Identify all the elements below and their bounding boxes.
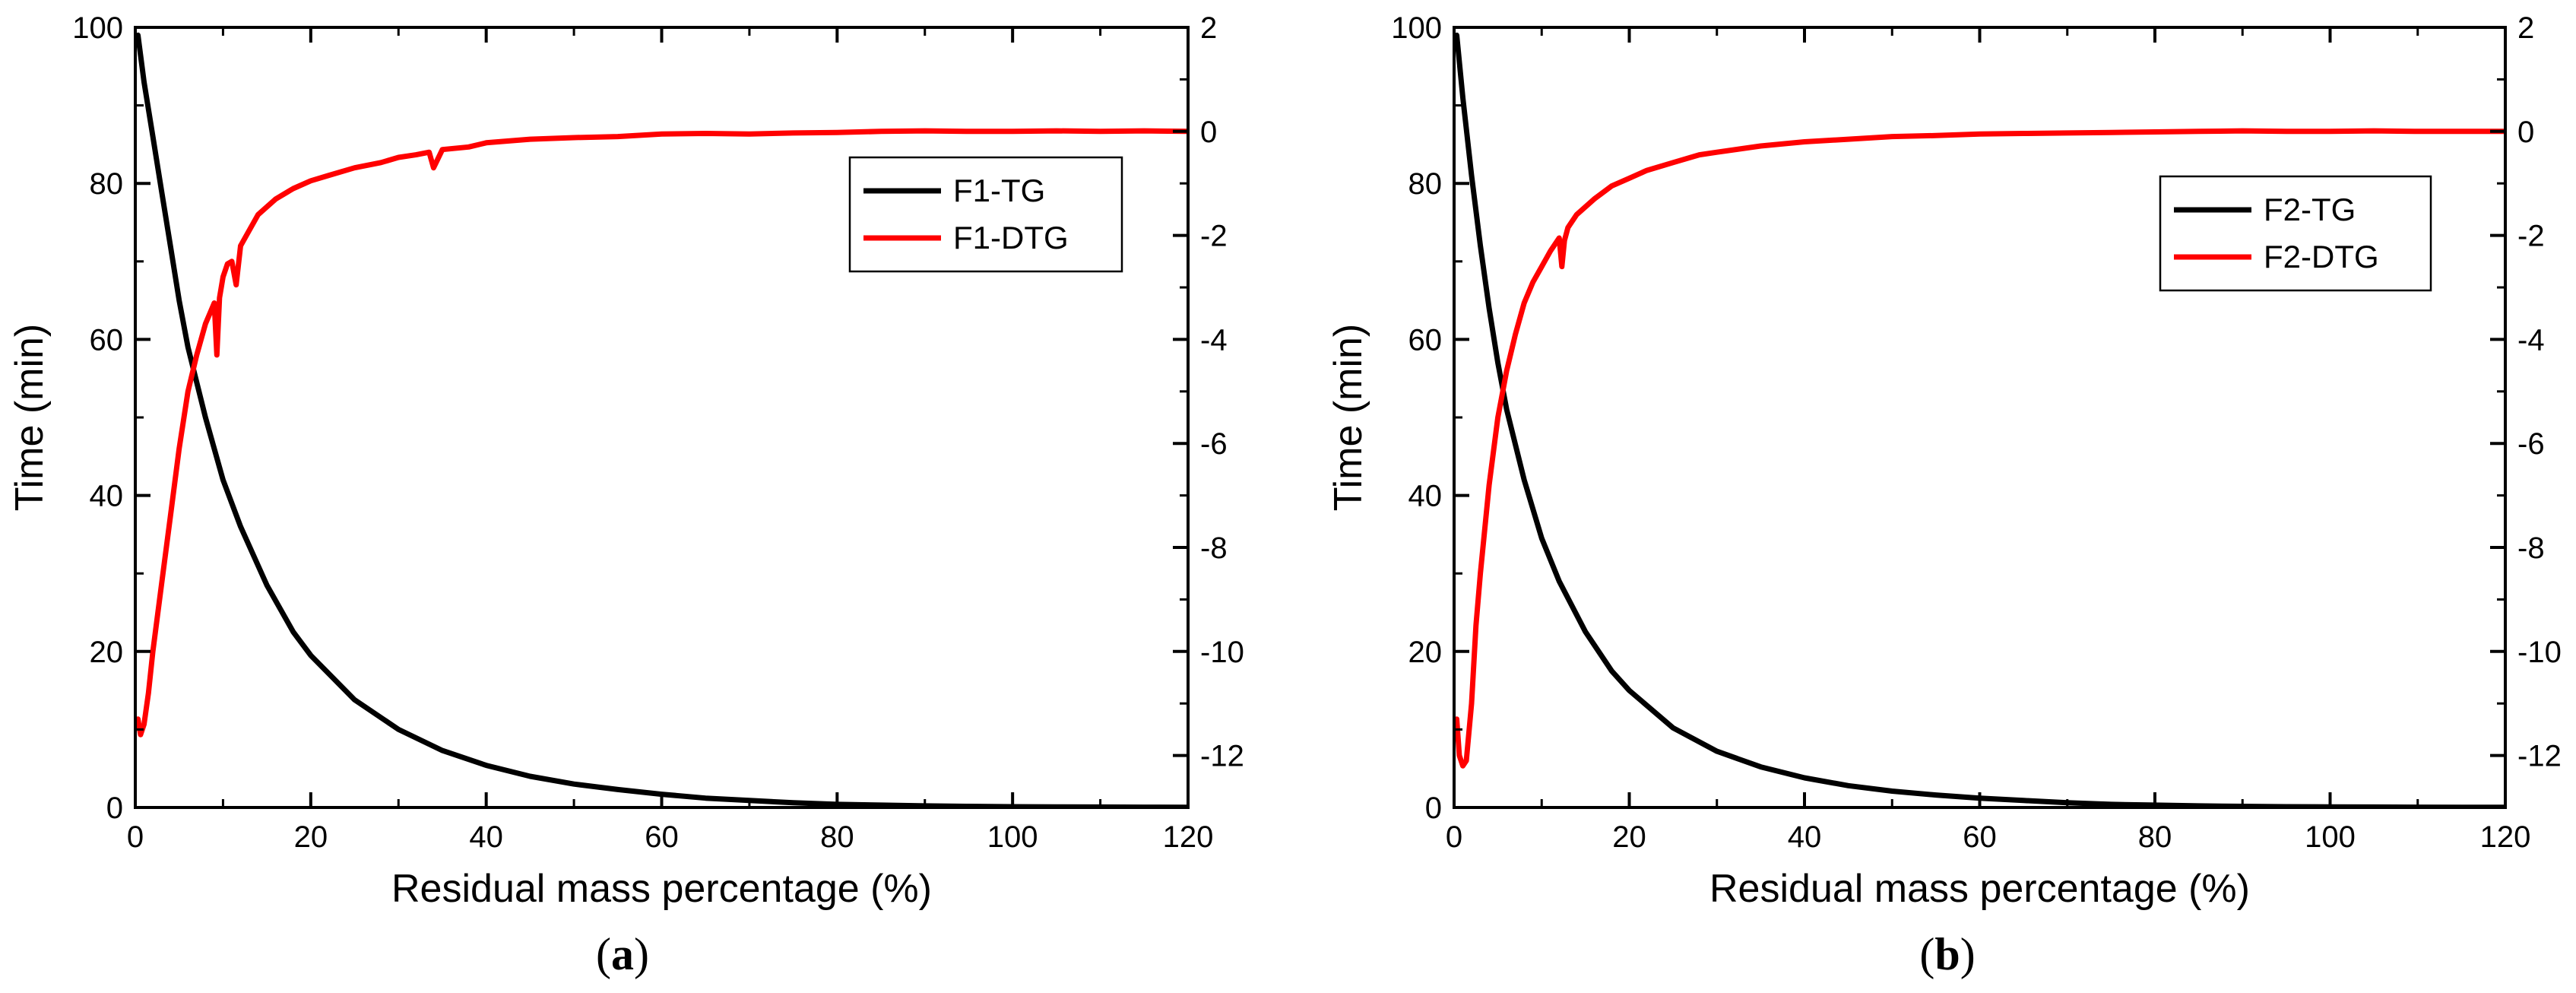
x-tick-label: 40 xyxy=(469,820,503,854)
x-tick-label: 60 xyxy=(645,820,679,854)
panel-b: 0 20 40 60 80 100 120020406080100-12-10-8-6-4-… xyxy=(1326,11,2562,979)
legend: F2-TG F2-DTG xyxy=(2159,175,2432,292)
y-tick-label: 40 xyxy=(90,480,124,513)
series-line-f2-dtg xyxy=(1454,128,2505,769)
x-axis-title: Residual mass percentage (%) xyxy=(1709,867,2250,911)
y2-tick-label: -4 xyxy=(2517,323,2545,357)
y2-tick-label: -2 xyxy=(1200,220,1228,253)
x-tick-label: 20 xyxy=(294,820,328,854)
y-tick-label: 20 xyxy=(90,636,124,669)
series-line-f1-dtg xyxy=(135,128,1188,738)
y-axis-title: Time (min) xyxy=(8,324,52,512)
x-tick-label: 60 xyxy=(1963,820,1997,854)
x-tick-label: 100 xyxy=(987,820,1038,854)
y2-tick-label: -6 xyxy=(2517,427,2545,461)
y2-tick-label: -12 xyxy=(1200,740,1244,773)
y2-tick-label: -10 xyxy=(2517,636,2562,669)
panel-label-close: ) xyxy=(1960,929,1976,979)
x-tick-label: 100 xyxy=(2305,820,2356,854)
panel-label: (b) xyxy=(1919,929,1975,979)
y-tick-label: 0 xyxy=(1425,792,1442,825)
x-tick-label: 40 xyxy=(1788,820,1822,854)
y2-tick-label: -8 xyxy=(2517,531,2545,565)
y2-tick-label: 0 xyxy=(1200,116,1217,149)
x-tick-label: 0 xyxy=(1446,820,1462,854)
y2-tick-label: 2 xyxy=(1200,11,1217,45)
legend: F1-TG F1-DTG xyxy=(848,156,1123,273)
legend-box xyxy=(2159,175,2432,292)
x-axis-title: Residual mass percentage (%) xyxy=(391,867,932,911)
y2-tick-label: -8 xyxy=(1200,531,1228,565)
y2-tick-label: -2 xyxy=(2517,220,2545,253)
legend-label: F2-DTG xyxy=(2264,239,2379,274)
y-tick-label: 0 xyxy=(106,792,123,825)
y-tick-label: 80 xyxy=(90,167,124,201)
panel-a: 0 20 40 60 80 100 120020406080100-12-10-8-6-4-… xyxy=(8,11,1244,979)
y-tick-label: 40 xyxy=(1408,480,1443,513)
x-tick-label: 80 xyxy=(2138,820,2172,854)
panel-label-letter: b xyxy=(1934,929,1960,979)
legend-label: F1-DTG xyxy=(953,220,1069,255)
legend-label: F2-TG xyxy=(2264,192,2356,227)
y-tick-label: 80 xyxy=(1408,167,1443,201)
y2-tick-label: -4 xyxy=(1200,323,1228,357)
y2-tick-label: -10 xyxy=(1200,636,1244,669)
y-tick-label: 100 xyxy=(72,11,123,45)
x-tick-label: 0 xyxy=(127,820,144,854)
panel-label-open: ( xyxy=(596,929,611,979)
y-tick-label: 100 xyxy=(1391,11,1442,45)
y2-tick-label: -6 xyxy=(1200,427,1228,461)
legend-box xyxy=(848,156,1123,273)
legend-label: F1-TG xyxy=(953,173,1045,208)
y2-tick-label: 0 xyxy=(2517,116,2534,149)
y-tick-label: 20 xyxy=(1408,636,1443,669)
y2-tick-label: 2 xyxy=(2517,11,2534,45)
panel-label-letter: a xyxy=(611,929,634,979)
x-tick-label: 120 xyxy=(2480,820,2531,854)
y-tick-label: 60 xyxy=(1408,323,1443,357)
y-axis-title: Time (min) xyxy=(1326,324,1370,512)
panel-label: (a) xyxy=(596,929,649,979)
y-tick-label: 60 xyxy=(90,323,124,357)
x-tick-label: 20 xyxy=(1612,820,1646,854)
x-tick-label: 120 xyxy=(1163,820,1214,854)
panel-label-close: ) xyxy=(634,929,649,979)
y2-tick-label: -12 xyxy=(2517,740,2562,773)
x-tick-label: 80 xyxy=(820,820,854,854)
panel-label-open: ( xyxy=(1919,929,1934,979)
